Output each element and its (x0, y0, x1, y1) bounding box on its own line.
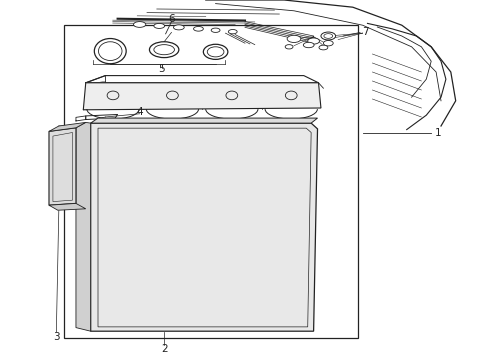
Polygon shape (49, 122, 86, 131)
Ellipse shape (303, 42, 314, 48)
Ellipse shape (149, 42, 179, 58)
Text: 7: 7 (362, 27, 368, 37)
Ellipse shape (285, 45, 293, 49)
Text: 4: 4 (136, 107, 143, 117)
Ellipse shape (154, 23, 165, 28)
Text: 2: 2 (161, 344, 168, 354)
Ellipse shape (203, 44, 228, 59)
Bar (64, 25, 358, 338)
Polygon shape (76, 122, 91, 331)
Text: 3: 3 (53, 332, 60, 342)
Ellipse shape (287, 35, 301, 42)
Ellipse shape (228, 30, 237, 34)
Text: 6: 6 (168, 14, 175, 24)
Polygon shape (49, 128, 76, 205)
Ellipse shape (319, 45, 328, 50)
Text: 1: 1 (435, 128, 442, 138)
Polygon shape (91, 123, 318, 331)
Ellipse shape (211, 28, 220, 32)
Polygon shape (91, 118, 318, 123)
Ellipse shape (321, 32, 336, 40)
Ellipse shape (133, 22, 146, 27)
Ellipse shape (194, 27, 203, 31)
Ellipse shape (323, 41, 333, 46)
Polygon shape (49, 203, 86, 210)
Ellipse shape (173, 25, 184, 30)
Ellipse shape (308, 38, 319, 44)
Text: 5: 5 (158, 64, 165, 74)
Ellipse shape (94, 39, 126, 64)
Polygon shape (83, 83, 321, 110)
